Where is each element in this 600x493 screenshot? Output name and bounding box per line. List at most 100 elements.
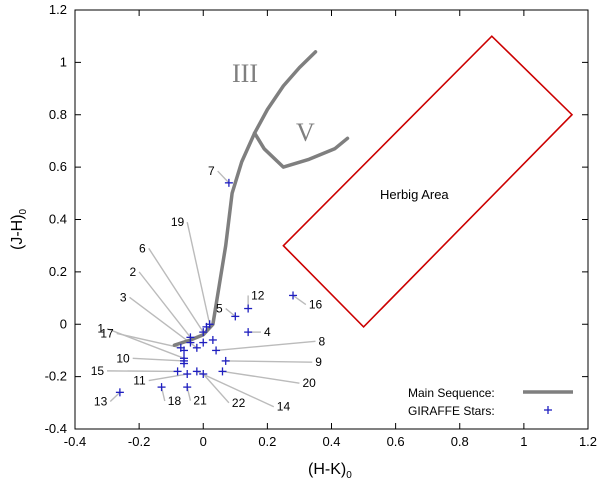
star-id-label: 10 <box>116 351 130 365</box>
leader-line <box>132 357 185 362</box>
x-axis-title-subscript: 0 <box>346 470 352 481</box>
herbig-area-polygon <box>282 35 574 329</box>
leader-line <box>148 247 204 333</box>
y-tick-label: -0.4 <box>45 421 67 436</box>
giraffe-star-marker <box>231 312 240 321</box>
giraffe-star-markers <box>115 178 298 397</box>
leader-line <box>222 370 300 384</box>
star-id-label: 13 <box>94 395 108 409</box>
giraffe-star-marker <box>180 346 189 355</box>
leader-line <box>148 373 188 382</box>
giraffe-star-marker <box>173 367 182 376</box>
main-sequence-dwarf-branch <box>252 131 350 169</box>
leader-line <box>292 294 307 306</box>
giraffe-star-marker <box>218 367 227 376</box>
y-axis-title-subscript: 0 <box>18 208 29 214</box>
giraffe-star-marker <box>180 359 189 368</box>
star-id-label: 14 <box>277 400 291 414</box>
leader-line <box>107 370 178 373</box>
label-leader-lines <box>106 170 316 408</box>
axis-ticks: -0.4 -0.2 0 0.2 0.4 0.6 0.8 1 1.2 -0.4 -0.2 0 0.2 0.4… <box>45 2 597 449</box>
leader-line <box>109 391 121 403</box>
giraffe-star-marker <box>289 291 298 300</box>
y-tick-label: 0.2 <box>49 264 67 279</box>
x-tick-label: -0.2 <box>128 434 150 449</box>
star-id-label: 6 <box>139 241 146 255</box>
giraffe-star-marker <box>199 328 208 337</box>
star-id-label: 21 <box>193 394 207 408</box>
star-id-label: 22 <box>232 396 246 410</box>
giraffe-star-marker <box>208 335 217 344</box>
leader-line <box>225 360 313 363</box>
star-id-label: 9 <box>315 355 322 369</box>
x-tick-label: 0.8 <box>451 434 469 449</box>
x-axis-title: (H-K)0 <box>308 461 352 481</box>
legend-giraffe-marker <box>544 406 552 414</box>
star-id-label: 16 <box>309 298 323 312</box>
giraffe-star-marker <box>244 328 253 337</box>
giraffe-star-marker <box>192 367 201 376</box>
giraffe-star-marker <box>212 346 221 355</box>
y-tick-label: 1.2 <box>49 2 67 17</box>
leader-line <box>217 170 230 184</box>
star-id-label: 4 <box>264 325 271 339</box>
sequence-label-dwarf: V <box>296 118 315 147</box>
x-tick-label: 0.2 <box>258 434 276 449</box>
x-tick-label: 0.4 <box>322 434 340 449</box>
giraffe-star-marker <box>199 370 208 379</box>
plot-frame <box>74 9 589 430</box>
y-axis-title-text: (J-H) <box>9 214 26 250</box>
sequence-label-giant: III <box>232 59 258 88</box>
x-tick-label: -0.4 <box>64 434 86 449</box>
star-id-label: 7 <box>208 164 215 178</box>
star-id-label: 17 <box>100 326 114 340</box>
giraffe-star-marker <box>157 383 166 392</box>
main-sequence-giant-branch <box>172 50 318 347</box>
leader-line <box>186 221 211 325</box>
y-tick-label: 0.8 <box>49 107 67 122</box>
giraffe-star-marker <box>224 178 233 187</box>
y-axis-title: (J-H)0 <box>9 208 29 250</box>
giraffe-star-marker <box>186 338 195 347</box>
leader-line <box>202 373 230 404</box>
giraffe-star-marker <box>244 304 253 313</box>
star-id-label: 12 <box>251 288 265 302</box>
star-id-label: 11 <box>133 374 146 388</box>
x-axis-title-text: (H-K) <box>308 461 346 478</box>
giraffe-star-marker <box>199 338 208 347</box>
leader-line <box>225 307 236 317</box>
giraffe-star-marker <box>115 388 124 397</box>
giraffe-star-marker <box>202 322 211 331</box>
leader-line <box>116 332 181 349</box>
giraffe-star-marker <box>192 343 201 352</box>
star-id-label: 8 <box>318 334 325 348</box>
star-id-label: 15 <box>91 364 105 378</box>
star-id-label: 3 <box>120 290 127 304</box>
giraffe-star-marker <box>221 356 230 365</box>
legend-giraffe-label: GIRAFFE Stars: <box>408 404 495 418</box>
y-tick-label: -0.2 <box>45 369 67 384</box>
star-id-label: 18 <box>168 394 182 408</box>
legend-plus-marker <box>544 406 552 414</box>
x-tick-label: 0 <box>200 434 207 449</box>
legend-main-sequence-label: Main Sequence: <box>408 386 495 400</box>
x-tick-label: 1 <box>520 434 527 449</box>
giraffe-star-marker <box>183 370 192 379</box>
star-id-label: 19 <box>171 215 185 229</box>
star-id-label: 1 <box>97 322 104 336</box>
leader-line <box>129 296 198 349</box>
x-tick-label: 1.2 <box>579 434 597 449</box>
y-tick-label: 0.4 <box>49 212 67 227</box>
y-tick-label: 1 <box>60 54 67 69</box>
herbig-area-label: Herbig Area <box>380 187 449 202</box>
x-tick-label: 0.6 <box>387 434 405 449</box>
star-id-label: 5 <box>216 302 223 316</box>
giraffe-star-marker <box>183 383 192 392</box>
star-id-label: 20 <box>302 376 316 390</box>
leader-line <box>138 271 191 338</box>
y-tick-label: 0 <box>60 316 67 331</box>
leader-line <box>216 340 316 352</box>
y-tick-label: 0.6 <box>49 159 67 174</box>
